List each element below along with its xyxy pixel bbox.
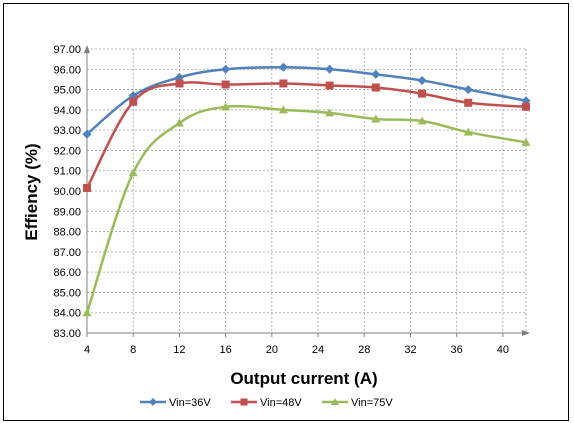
y-tick-label: 83.00 xyxy=(53,328,81,340)
y-tick-label: 97.00 xyxy=(53,44,81,56)
series-vin-48v xyxy=(83,79,530,192)
x-axis-arrow xyxy=(522,330,530,336)
data-point xyxy=(82,308,92,317)
data-point xyxy=(129,97,138,106)
legend-marker xyxy=(331,398,339,405)
series-line xyxy=(86,66,527,136)
data-point xyxy=(175,79,184,88)
series-vin-75v xyxy=(82,102,531,317)
legend-label: Vin=75V xyxy=(351,397,393,409)
y-tick-label: 88.00 xyxy=(53,227,81,239)
y-tick-label: 85.00 xyxy=(53,287,81,299)
data-point xyxy=(417,116,427,125)
data-point xyxy=(522,102,530,111)
x-tick-label: 20 xyxy=(266,344,278,356)
legend-marker xyxy=(240,398,248,406)
series-line xyxy=(85,104,527,314)
data-point xyxy=(463,85,473,95)
y-tick-label: 84.00 xyxy=(53,308,81,320)
data-point xyxy=(279,79,288,88)
y-tick-label: 96.00 xyxy=(53,64,81,76)
y-tick-label: 90.00 xyxy=(53,186,81,198)
x-tick-labels: 4 8 12 16 20 24 28 32 36 40 xyxy=(84,344,509,356)
y-tick-label: 91.00 xyxy=(53,166,81,178)
legend-item: Vin=75V xyxy=(322,397,393,409)
data-point xyxy=(418,89,427,98)
x-tick-label: 24 xyxy=(312,344,324,356)
chart-frame xyxy=(3,3,569,421)
series-group xyxy=(82,62,531,317)
data-point xyxy=(325,81,334,90)
legend-item: Vin=36V xyxy=(140,397,211,409)
x-tick-label: 4 xyxy=(84,344,90,356)
y-tick-label: 94.00 xyxy=(53,105,81,117)
x-tick-label: 32 xyxy=(404,344,416,356)
data-point xyxy=(464,98,473,107)
y-tick-label: 95.00 xyxy=(53,85,81,97)
data-point xyxy=(278,105,288,114)
data-point xyxy=(521,137,531,146)
x-tick-label: 40 xyxy=(497,344,509,356)
data-point xyxy=(371,69,381,79)
grid-lines xyxy=(86,48,527,337)
data-point xyxy=(221,102,231,111)
data-point xyxy=(371,83,380,92)
data-point xyxy=(221,80,230,89)
y-tick-label: 89.00 xyxy=(53,206,81,218)
x-axis-title: Output current (A) xyxy=(230,369,377,388)
x-tick-label: 8 xyxy=(130,344,136,356)
y-tick-labels: 83.00 84.00 85.00 86.00 87.00 88.00 89.00 90.00… xyxy=(53,44,81,340)
data-point xyxy=(221,64,231,74)
x-tick-label: 16 xyxy=(220,344,232,356)
data-point xyxy=(174,118,184,127)
y-tick-label: 92.00 xyxy=(53,145,81,157)
y-axis-arrow xyxy=(84,45,90,53)
y-tick-label: 93.00 xyxy=(53,125,81,137)
legend-label: Vin=48V xyxy=(260,397,302,409)
data-point xyxy=(278,62,288,72)
data-point xyxy=(325,108,335,117)
legend: Vin=36V Vin=48V Vin=75V xyxy=(140,397,393,409)
x-tick-label: 28 xyxy=(358,344,370,356)
x-tick-label: 12 xyxy=(173,344,185,356)
data-point xyxy=(82,129,92,139)
data-point xyxy=(371,114,381,123)
legend-label: Vin=36V xyxy=(169,397,211,409)
data-point xyxy=(463,127,473,136)
x-tick-label: 36 xyxy=(451,344,463,356)
data-point xyxy=(128,168,138,177)
data-point xyxy=(83,183,91,192)
legend-item: Vin=48V xyxy=(231,397,302,409)
series-line xyxy=(85,81,527,189)
y-tick-label: 86.00 xyxy=(53,267,81,279)
y-axis-title: Effiency (%) xyxy=(22,143,41,240)
data-point xyxy=(325,64,335,74)
y-tick-label: 87.00 xyxy=(53,247,81,259)
series-vin-36v xyxy=(82,62,531,139)
legend-marker xyxy=(149,398,157,406)
data-point xyxy=(417,75,427,85)
